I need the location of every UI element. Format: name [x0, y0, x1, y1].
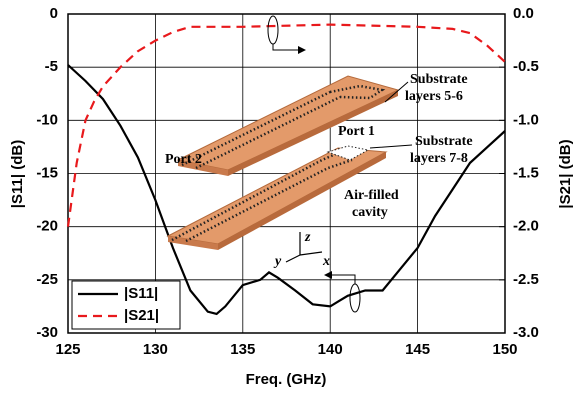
y-tick-label: -15	[36, 164, 58, 181]
y2-axis-label: |S21| (dB)	[557, 139, 574, 208]
annotation: x	[322, 254, 330, 269]
x-tick-label: 150	[492, 341, 517, 358]
y-axis-label: |S11| (dB)	[9, 140, 26, 208]
x-axis-label: Freq. (GHz)	[246, 371, 327, 388]
annotation: z	[304, 230, 311, 245]
y2-tick-label: -1.5	[513, 164, 539, 181]
x-tick-label: 130	[143, 341, 168, 358]
y2-tick-label: -0.5	[513, 58, 539, 75]
annotation: cavity	[352, 205, 388, 220]
y2-tick-label: -2.5	[513, 271, 539, 288]
y2-tick-label: -1.0	[513, 111, 539, 128]
annotation: y	[273, 254, 282, 269]
y-tick-label: -30	[36, 324, 58, 341]
x-tick-label: 140	[318, 341, 343, 358]
legend-label: |S11|	[124, 285, 158, 302]
inset-drawing	[168, 16, 412, 312]
x-tick-label: 125	[55, 341, 80, 358]
y-tick-label: -5	[45, 58, 58, 75]
chart: 125 130 135 140 145 150 -30 -25 -20 -15 -10 -5 0 -3.0…	[0, 0, 579, 397]
annotation: Port 1	[338, 124, 375, 139]
annotation: Air-filled	[344, 188, 399, 203]
x-tick-label: 135	[230, 341, 255, 358]
annotation: layers 7-8	[410, 151, 468, 166]
x-tick-label: 145	[405, 341, 430, 358]
y2-tick-label: -2.0	[513, 218, 539, 235]
y2-tick-label: -3.0	[513, 324, 539, 341]
legend-label: |S21|	[124, 307, 159, 324]
y-tick-label: -25	[36, 271, 58, 288]
y-tick-label: -20	[36, 218, 58, 235]
y-tick-label: -10	[36, 111, 58, 128]
annotation: Substrate	[415, 134, 473, 149]
annotation: Port 2	[165, 152, 202, 167]
annotation: Substrate	[410, 72, 468, 87]
y2-tick-label: 0.0	[513, 5, 534, 22]
annotation: layers 5-6	[405, 89, 463, 104]
page: {"chart_data": { "type": "line", "x_labe…	[0, 0, 579, 397]
y-tick-label: 0	[50, 5, 58, 22]
